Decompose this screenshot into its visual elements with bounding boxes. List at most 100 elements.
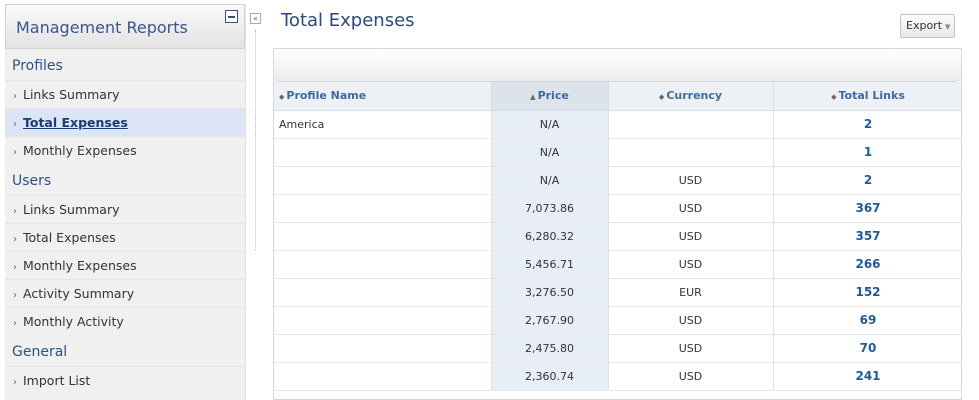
nav-users-activity-summary[interactable]: › Activity Summary	[5, 279, 245, 307]
nav-item-label: Monthly Expenses	[23, 143, 137, 158]
cell-price: N/A	[491, 138, 609, 167]
sort-both-icon: ◆	[831, 93, 837, 102]
table-header-row: ◆ Profile Name ▲ Price ◆ Currency ◆ Total Li…	[274, 82, 961, 111]
table-row[interactable]: America N/A 2	[274, 110, 961, 139]
chevron-right-icon: ›	[13, 119, 17, 130]
export-button[interactable]: Export ▼	[900, 14, 955, 38]
table-row[interactable]: 5,456.71 USD 266	[274, 250, 961, 279]
table-row[interactable]: 2,475.80 USD 70	[274, 334, 961, 363]
cell-price: 2,767.90	[491, 306, 609, 335]
cell-currency: EUR	[608, 278, 774, 307]
nav-users-monthly-expenses[interactable]: › Monthly Expenses	[5, 251, 245, 279]
cell-profile-name	[274, 138, 492, 167]
cell-profile-name	[274, 222, 492, 251]
cell-price: 3,276.50	[491, 278, 609, 307]
cell-profile-name	[274, 362, 492, 391]
chevron-right-icon: ›	[13, 91, 17, 102]
table-row[interactable]: N/A 1	[274, 138, 961, 167]
cell-price: 2,475.80	[491, 334, 609, 363]
cell-currency: USD	[608, 194, 774, 223]
cell-total-links[interactable]: 367	[773, 194, 961, 223]
cell-total-links[interactable]: 357	[773, 222, 961, 251]
nav-users-total-expenses[interactable]: › Total Expenses	[5, 223, 245, 251]
section-general: General	[12, 344, 68, 360]
cell-price: 2,360.74	[491, 362, 609, 391]
nav-general-import-list[interactable]: › Import List	[5, 366, 245, 394]
table-row[interactable]: N/A USD 2	[274, 166, 961, 195]
cell-currency: USD	[608, 166, 774, 195]
cell-total-links[interactable]: 2	[773, 166, 961, 195]
column-header-price[interactable]: ▲ Price	[491, 82, 609, 111]
cell-profile-name	[274, 278, 492, 307]
sidebar-title: Management Reports	[16, 18, 188, 37]
chevron-right-icon: ›	[13, 318, 17, 329]
cell-total-links[interactable]: 152	[773, 278, 961, 307]
cell-profile-name	[274, 250, 492, 279]
sidebar-header: Management Reports	[5, 4, 245, 49]
cell-total-links[interactable]: 241	[773, 362, 961, 391]
column-header-total-links[interactable]: ◆ Total Links	[773, 82, 961, 111]
cell-price: 6,280.32	[491, 222, 609, 251]
cell-profile-name	[274, 194, 492, 223]
cell-currency: USD	[608, 250, 774, 279]
chevron-right-icon: ›	[13, 234, 17, 245]
chevron-right-icon: ›	[13, 262, 17, 273]
sidebar: Management Reports Profiles › Links Summa…	[5, 4, 246, 400]
cell-currency: USD	[608, 222, 774, 251]
cell-price: 5,456.71	[491, 250, 609, 279]
cell-price: N/A	[491, 166, 609, 195]
cell-price: 7,073.86	[491, 194, 609, 223]
splitter[interactable]: «	[247, 4, 261, 400]
double-chevron-left-icon[interactable]: «	[250, 13, 261, 24]
table-row[interactable]: 7,073.86 USD 367	[274, 194, 961, 223]
cell-currency	[608, 138, 774, 167]
nav-item-label: Monthly Expenses	[23, 258, 137, 273]
chevron-right-icon: ›	[13, 206, 17, 217]
table-row[interactable]: 2,360.74 USD 241	[274, 362, 961, 391]
expenses-table: ◆ Profile Name ▲ Price ◆ Currency ◆ Total Li…	[274, 82, 961, 391]
cell-total-links[interactable]: 69	[773, 306, 961, 335]
splitter-handle[interactable]	[255, 30, 256, 250]
table-row[interactable]: 6,280.32 USD 357	[274, 222, 961, 251]
report-grid: ◆ Profile Name ▲ Price ◆ Currency ◆ Total Li…	[273, 48, 962, 400]
column-header-currency[interactable]: ◆ Currency	[608, 82, 774, 111]
nav-item-label: Links Summary	[23, 87, 120, 102]
cell-currency: USD	[608, 362, 774, 391]
table-row[interactable]: 3,276.50 EUR 152	[274, 278, 961, 307]
cell-total-links[interactable]: 266	[773, 250, 961, 279]
cell-profile-name: America	[274, 110, 492, 139]
chevron-right-icon: ›	[13, 147, 17, 158]
nav-item-label: Import List	[23, 373, 91, 388]
grid-toolbar	[274, 49, 961, 82]
sort-asc-icon: ▲	[530, 93, 536, 102]
chevron-right-icon: ›	[13, 290, 17, 301]
column-header-profile-name[interactable]: ◆ Profile Name	[274, 82, 492, 111]
nav-item-label: Total Expenses	[23, 230, 116, 245]
sort-both-icon: ◆	[279, 93, 285, 102]
main-content: Total Expenses Export ▼ ◆ Profile Name ▲ Pr…	[272, 0, 979, 400]
nav-users-monthly-activity[interactable]: › Monthly Activity	[5, 307, 245, 335]
nav-item-label: Links Summary	[23, 202, 120, 217]
page-title: Total Expenses	[281, 10, 415, 31]
nav-item-label: Total Expenses	[23, 115, 128, 130]
table-row[interactable]: 2,767.90 USD 69	[274, 306, 961, 335]
cell-currency	[608, 110, 774, 139]
cell-total-links[interactable]: 1	[773, 138, 961, 167]
cell-currency: USD	[608, 306, 774, 335]
chevron-right-icon: ›	[13, 377, 17, 388]
nav-users-links-summary[interactable]: › Links Summary	[5, 195, 245, 223]
nav-profiles-monthly-expenses[interactable]: › Monthly Expenses	[5, 136, 245, 164]
caret-down-icon: ▼	[945, 23, 951, 31]
section-profiles: Profiles	[12, 58, 63, 74]
cell-total-links[interactable]: 2	[773, 110, 961, 139]
cell-profile-name	[274, 166, 492, 195]
cell-currency: USD	[608, 334, 774, 363]
sort-both-icon: ◆	[658, 93, 665, 102]
collapse-sidebar-icon[interactable]	[225, 10, 238, 23]
nav-profiles-total-expenses[interactable]: › Total Expenses	[5, 108, 245, 136]
nav-profiles-links-summary[interactable]: › Links Summary	[5, 80, 245, 108]
cell-total-links[interactable]: 70	[773, 334, 961, 363]
cell-profile-name	[274, 334, 492, 363]
cell-price: N/A	[491, 110, 609, 139]
cell-profile-name	[274, 306, 492, 335]
